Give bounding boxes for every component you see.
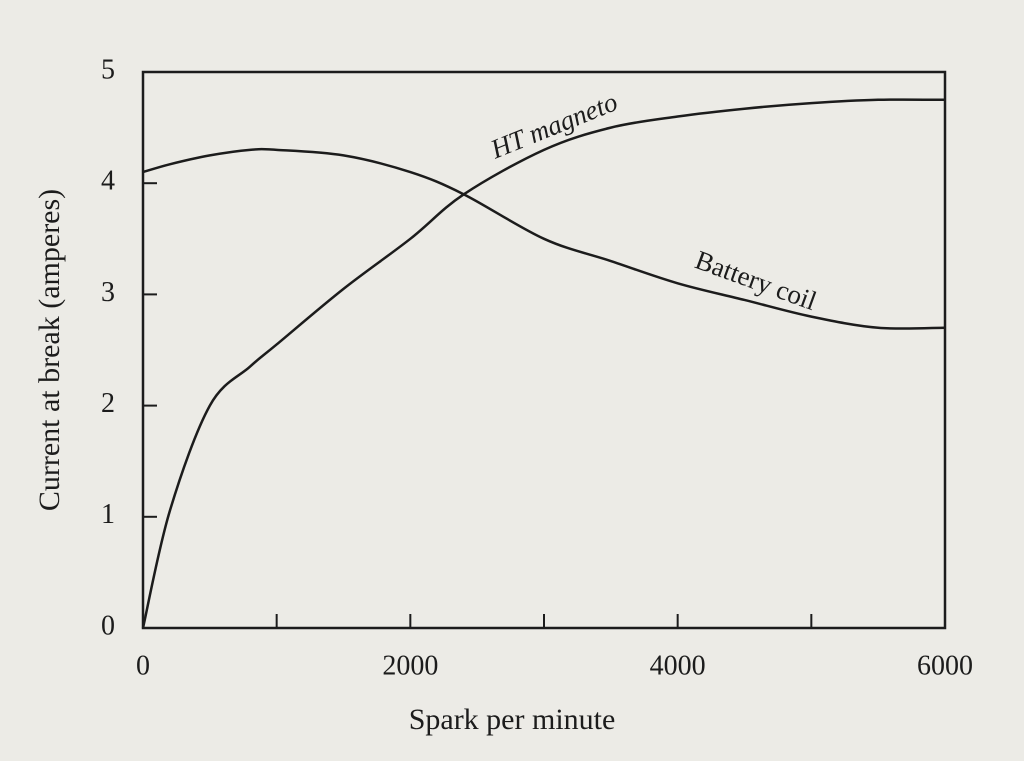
x-axis-title: Spark per minute (409, 703, 616, 736)
series-line (142, 147, 946, 330)
y-axis-title: Current at break (amperes) (33, 189, 66, 511)
y-tick-label: 0 (101, 610, 115, 641)
x-tick-label: 0 (136, 650, 150, 681)
y-tick-label: 4 (101, 166, 115, 197)
y-tick-label: 5 (101, 54, 115, 85)
x-tick-label: 2000 (382, 650, 438, 681)
series-label: Battery coil (691, 245, 820, 317)
plot-frame (141, 70, 947, 630)
series-label: HT magneto (485, 86, 621, 164)
y-tick-label: 3 (101, 277, 115, 308)
series-line (141, 98, 946, 629)
y-tick-label: 1 (101, 499, 115, 530)
x-tick-label: 6000 (917, 650, 973, 681)
y-tick-label: 2 (101, 388, 115, 419)
x-tick-label: 4000 (650, 650, 706, 681)
